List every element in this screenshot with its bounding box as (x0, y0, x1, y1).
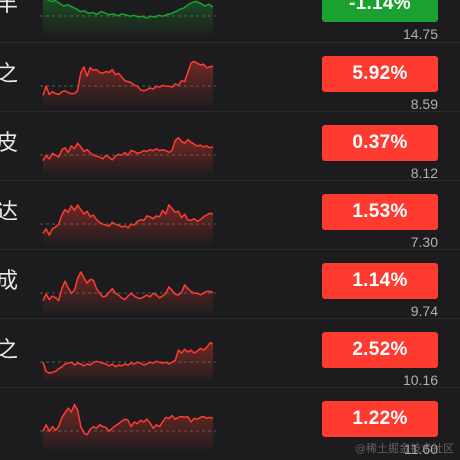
stock-row[interactable]: 之 5.92% 8.59 (0, 42, 460, 112)
sparkline-chart (40, 60, 216, 106)
stock-price: 10.16 (402, 372, 438, 388)
sparkline-line (42, 136, 214, 162)
stock-row[interactable]: 之 2.52% 10.16 (0, 318, 460, 388)
stock-row[interactable]: 达 1.53% 7.30 (0, 180, 460, 250)
row-divider (0, 318, 460, 319)
stock-name: 成 (0, 269, 18, 294)
stock-name: 之 (0, 338, 18, 363)
sparkline-chart (40, 403, 216, 451)
watermark-text: @稀土掘金技术社区 (355, 442, 454, 455)
sparkline-area (43, 204, 213, 244)
stock-price: 11.60 (404, 441, 438, 457)
sparkline-line (42, 342, 214, 374)
change-percent-badge[interactable]: 1.14% (322, 263, 438, 299)
sparkline-chart (40, 271, 216, 313)
sparkline-chart (40, 342, 216, 382)
row-divider (0, 387, 460, 388)
stock-price: 9.74 (410, 303, 438, 319)
stock-name: 达 (0, 200, 18, 225)
row-divider (0, 249, 460, 250)
sparkline-line (42, 60, 214, 96)
sparkline-area (43, 404, 213, 451)
change-percent-badge[interactable]: 5.92% (322, 56, 438, 92)
stock-name: 丰 (0, 0, 18, 17)
row-divider (0, 111, 460, 112)
stock-name: 之 (0, 62, 18, 87)
stock-name: 皮 (0, 131, 18, 156)
stock-row[interactable]: 成 1.14% 9.74 (0, 249, 460, 319)
change-percent-badge[interactable]: 1.22% (322, 401, 438, 437)
sparkline-area (43, 0, 213, 36)
stock-price: 8.12 (410, 165, 438, 181)
stock-price: 14.75 (402, 26, 438, 42)
sparkline-line (42, 271, 214, 302)
change-percent-badge[interactable]: 1.53% (322, 194, 438, 230)
stock-row[interactable]: 1.22% 11.60 (0, 387, 460, 457)
stock-price: 8.59 (410, 96, 438, 112)
change-percent-badge[interactable]: -1.14% (322, 0, 438, 22)
stock-price: 7.30 (410, 234, 438, 250)
sparkline-line (46, 0, 214, 19)
change-percent-badge[interactable]: 2.52% (322, 332, 438, 368)
sparkline-area (43, 61, 213, 106)
sparkline-chart (40, 0, 216, 36)
stock-row[interactable]: 皮 0.37% 8.12 (0, 111, 460, 181)
sparkline-line (42, 204, 214, 236)
sparkline-line (42, 403, 214, 436)
sparkline-area (43, 342, 213, 382)
row-divider (0, 42, 460, 43)
row-divider (0, 180, 460, 181)
sparkline-area (43, 272, 213, 313)
sparkline-area (43, 137, 213, 175)
stock-row[interactable]: 丰 -1.14% 14.75 (0, 0, 460, 42)
sparkline-chart (40, 204, 216, 244)
change-percent-badge[interactable]: 0.37% (322, 125, 438, 161)
sparkline-chart (40, 136, 216, 175)
